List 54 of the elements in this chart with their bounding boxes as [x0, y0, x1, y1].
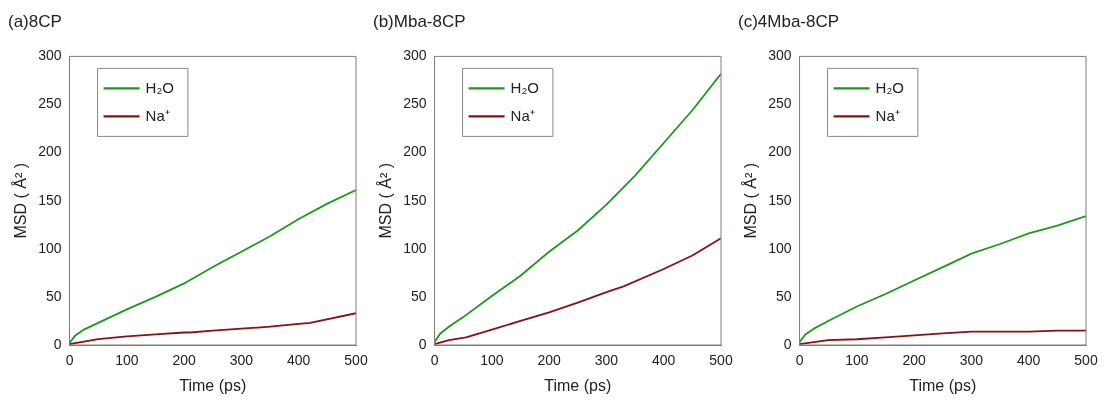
x-axis-title: Time (ps) — [909, 376, 977, 394]
legend-label: H₂O — [875, 78, 904, 96]
x-tick-label: 0 — [795, 352, 804, 369]
y-tick-label: 150 — [403, 191, 427, 208]
y-tick-label: 300 — [768, 47, 792, 64]
x-tick-label: 100 — [845, 352, 869, 369]
legend-label: Na⁺ — [875, 106, 900, 124]
y-axis-title: MSD ( Å² ) — [11, 162, 30, 239]
x-tick-label: 500 — [1074, 352, 1098, 369]
x-tick-label: 400 — [287, 352, 311, 369]
y-tick-label: 0 — [53, 335, 62, 352]
y-tick-label: 250 — [403, 95, 427, 112]
y-tick-label: 150 — [38, 191, 62, 208]
x-tick-label: 500 — [344, 352, 368, 369]
x-axis-title: Time (ps) — [179, 376, 247, 394]
x-tick-label: 400 — [652, 352, 676, 369]
y-tick-label: 250 — [768, 95, 792, 112]
x-tick-label: 300 — [959, 352, 984, 369]
y-tick-label: 200 — [768, 143, 792, 160]
x-tick-label: 400 — [1017, 352, 1041, 369]
x-tick-label: 200 — [902, 352, 927, 369]
y-tick-label: 200 — [403, 143, 427, 160]
x-tick-label: 200 — [172, 352, 197, 369]
y-tick-label: 0 — [783, 335, 792, 352]
x-tick-label: 200 — [537, 352, 562, 369]
legend-label: Na⁺ — [145, 106, 170, 124]
chart-title: (b)Mba-8CP — [373, 11, 466, 31]
y-tick-label: 100 — [403, 239, 427, 256]
y-axis-title: MSD ( Å² ) — [741, 162, 760, 239]
x-tick-label: 100 — [115, 352, 139, 369]
chart-title: (a)8CP — [8, 11, 62, 31]
x-tick-label: 500 — [709, 352, 733, 369]
y-tick-label: 0 — [418, 335, 427, 352]
y-tick-label: 50 — [775, 287, 792, 304]
y-tick-label: 300 — [38, 47, 62, 64]
y-tick-label: 250 — [38, 95, 62, 112]
y-tick-label: 100 — [768, 239, 792, 256]
x-tick-label: 100 — [480, 352, 504, 369]
y-tick-label: 100 — [38, 239, 62, 256]
y-tick-label: 300 — [403, 47, 427, 64]
y-tick-label: 50 — [45, 287, 62, 304]
legend-label: H₂O — [145, 78, 174, 96]
legend-label: Na⁺ — [510, 106, 535, 124]
x-tick-label: 0 — [430, 352, 439, 369]
legend-label: H₂O — [510, 78, 539, 96]
x-tick-label: 300 — [229, 352, 254, 369]
y-axis-title: MSD ( Å² ) — [376, 162, 395, 239]
x-tick-label: 0 — [65, 352, 74, 369]
x-axis-title: Time (ps) — [544, 376, 612, 394]
y-tick-label: 150 — [768, 191, 792, 208]
y-tick-label: 200 — [38, 143, 62, 160]
chart-title: (c)4Mba-8CP — [738, 11, 840, 31]
x-tick-label: 300 — [594, 352, 619, 369]
y-tick-label: 50 — [410, 287, 427, 304]
